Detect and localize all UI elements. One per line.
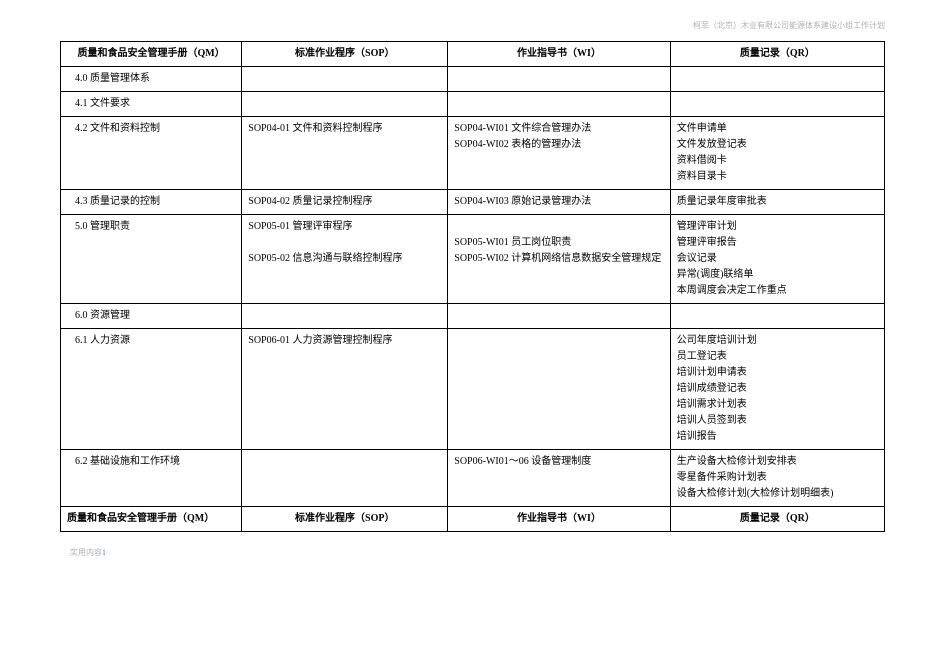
col-header-wi: 作业指导书（WI） [448, 42, 670, 67]
cell-sop: SOP04-01 文件和资料控制程序 [242, 117, 448, 190]
footer-cell-qr: 质量记录（QR） [670, 507, 884, 532]
page-footer-num: 1 [102, 548, 106, 557]
cell-sop: SOP04-02 质量记录控制程序 [242, 190, 448, 215]
cell-sop [242, 67, 448, 92]
footer-cell-qm: 质量和食品安全管理手册（QM） [61, 507, 242, 532]
main-table: 质量和食品安全管理手册（QM） 标准作业程序（SOP） 作业指导书（WI） 质量… [60, 41, 885, 532]
cell-qr [670, 304, 884, 329]
cell-qm: 4.2 文件和资料控制 [61, 117, 242, 190]
cell-qm: 6.1 人力资源 [61, 329, 242, 450]
cell-wi [448, 304, 670, 329]
footer-cell-sop: 标准作业程序（SOP） [242, 507, 448, 532]
cell-wi: SOP04-WI01 文件综合管理办法 SOP04-WI02 表格的管理办法 [448, 117, 670, 190]
cell-qr: 文件申请单 文件发放登记表 资料借阅卡 资料目录卡 [670, 117, 884, 190]
col-header-qm: 质量和食品安全管理手册（QM） [61, 42, 242, 67]
cell-qm: 4.3 质量记录的控制 [61, 190, 242, 215]
cell-wi: SOP06-WI01～06 设备管理制度 [448, 450, 670, 507]
col-header-sop: 标准作业程序（SOP） [242, 42, 448, 67]
table-row: 4.1 文件要求 [61, 92, 885, 117]
cell-sop [242, 92, 448, 117]
cell-qm: 4.1 文件要求 [61, 92, 242, 117]
cell-qr [670, 67, 884, 92]
cell-qr: 质量记录年度审批表 [670, 190, 884, 215]
page-footer-text: 实用内容 [70, 548, 102, 557]
cell-wi: SOP04-WI03 原始记录管理办法 [448, 190, 670, 215]
cell-qm: 6.0 资源管理 [61, 304, 242, 329]
cell-sop [242, 304, 448, 329]
table-header-row: 质量和食品安全管理手册（QM） 标准作业程序（SOP） 作业指导书（WI） 质量… [61, 42, 885, 67]
cell-qr: 公司年度培训计划 员工登记表 培训计划申请表 培训成绩登记表 培训需求计划表 培… [670, 329, 884, 450]
table-footer-row: 质量和食品安全管理手册（QM） 标准作业程序（SOP） 作业指导书（WI） 质量… [61, 507, 885, 532]
cell-qr [670, 92, 884, 117]
doc-header-right: 柯菲（北京）木业有限公司能源体系建设小组工作计划 [60, 20, 885, 31]
table-body: 4.0 质量管理体系 4.1 文件要求 4.2 文件和资料控制 SOP04-01… [61, 67, 885, 532]
cell-wi: SOP05-WI01 员工岗位职责 SOP05-WI02 计算机网络信息数据安全… [448, 215, 670, 304]
table-row: 6.2 基础设施和工作环境 SOP06-WI01～06 设备管理制度 生产设备大… [61, 450, 885, 507]
table-row: 4.3 质量记录的控制 SOP04-02 质量记录控制程序 SOP04-WI03… [61, 190, 885, 215]
cell-qr: 管理评审计划 管理评审报告 会议记录 异常(调度)联络单 本周调度会决定工作重点 [670, 215, 884, 304]
cell-sop: SOP06-01 人力资源管理控制程序 [242, 329, 448, 450]
col-header-qr: 质量记录（QR） [670, 42, 884, 67]
table-row: 6.0 资源管理 [61, 304, 885, 329]
table-row: 4.0 质量管理体系 [61, 67, 885, 92]
footer-cell-wi: 作业指导书（WI） [448, 507, 670, 532]
cell-wi [448, 67, 670, 92]
cell-qm: 5.0 管理职责 [61, 215, 242, 304]
cell-qr: 生产设备大检修计划安排表 零星备件采购计划表 设备大检修计划(大检修计划明细表) [670, 450, 884, 507]
cell-sop [242, 450, 448, 507]
page-footer: 实用内容1 [60, 547, 885, 558]
table-row: 6.1 人力资源 SOP06-01 人力资源管理控制程序 公司年度培训计划 员工… [61, 329, 885, 450]
cell-wi [448, 329, 670, 450]
table-row: 4.2 文件和资料控制 SOP04-01 文件和资料控制程序 SOP04-WI0… [61, 117, 885, 190]
table-row: 5.0 管理职责 SOP05-01 管理评审程序 SOP05-02 信息沟通与联… [61, 215, 885, 304]
cell-qm: 6.2 基础设施和工作环境 [61, 450, 242, 507]
cell-wi [448, 92, 670, 117]
cell-qm: 4.0 质量管理体系 [61, 67, 242, 92]
cell-sop: SOP05-01 管理评审程序 SOP05-02 信息沟通与联络控制程序 [242, 215, 448, 304]
